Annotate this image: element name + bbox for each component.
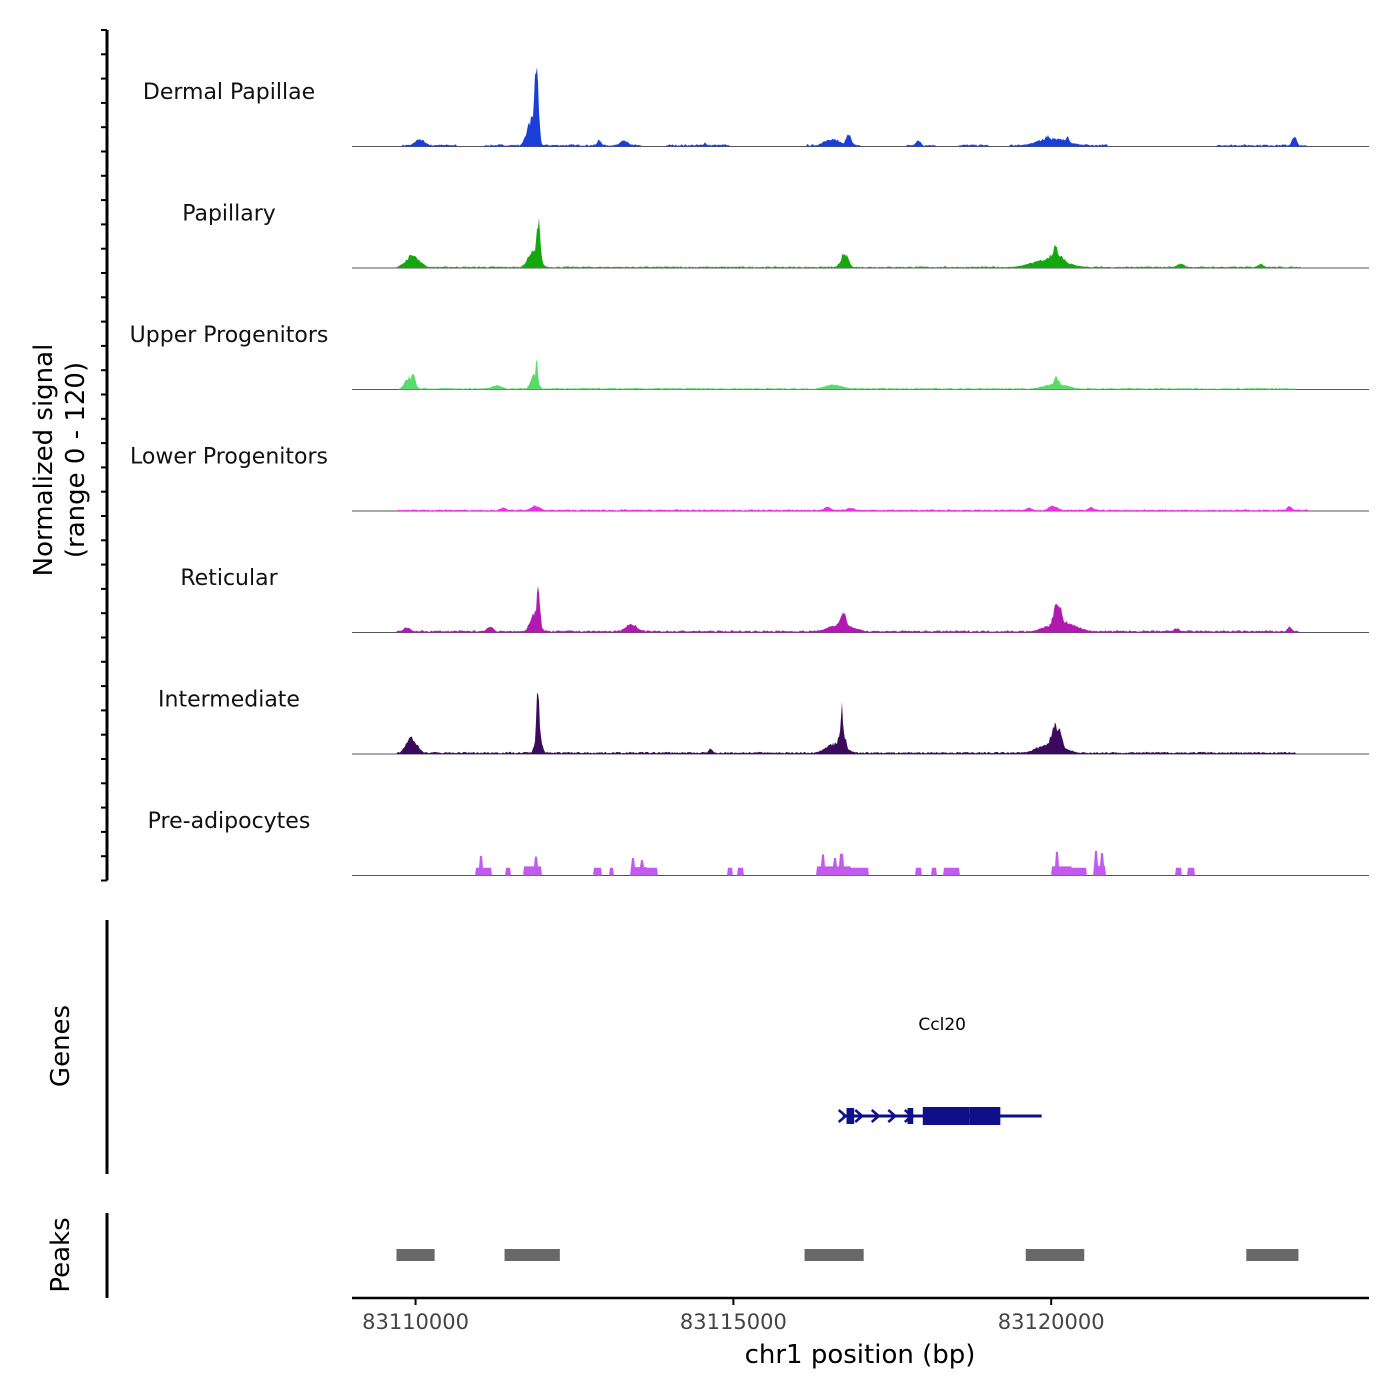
gene-Ccl20: Ccl20 [837, 1015, 1042, 1125]
signal-area [352, 217, 1369, 268]
track-7: Pre-adipocytes [148, 809, 1369, 876]
gene-exon [846, 1108, 855, 1124]
x-tick-label: 83110000 [362, 1310, 469, 1334]
signal-area [352, 67, 1369, 147]
track-label: Upper Progenitors [130, 323, 329, 348]
peaks-panel-label: Peaks [46, 1217, 76, 1292]
x-axis-label: chr1 position (bp) [745, 1340, 976, 1370]
signal-tracks: Dermal Papillae Papillary Upper Progenitor… [130, 67, 1369, 876]
signal-area [352, 851, 1369, 876]
strand-arrow [887, 1109, 898, 1123]
gene-exon [922, 1107, 970, 1125]
track-4: Lower Progenitors [130, 445, 1369, 512]
track-5: Reticular [180, 566, 1369, 633]
strand-arrow [870, 1109, 881, 1123]
peak-region [804, 1249, 864, 1261]
track-label: Pre-adipocytes [148, 809, 311, 834]
y-axis-label-line2: (range 0 - 120) [61, 362, 91, 558]
x-axis-ticks: 83110000 83115000 83120000 [362, 1298, 1105, 1334]
peak-region [1246, 1249, 1299, 1261]
gene-exon [907, 1108, 914, 1124]
track-6: Intermediate [158, 688, 1369, 755]
track-label: Lower Progenitors [130, 445, 328, 470]
strand-arrow [837, 1109, 848, 1123]
x-tick-label: 83120000 [998, 1310, 1105, 1334]
gene-name-label: Ccl20 [918, 1015, 966, 1035]
peak-region [396, 1249, 435, 1261]
signal-area [352, 359, 1369, 390]
strand-arrow [854, 1109, 865, 1123]
y-axis-ticks [101, 29, 109, 882]
track-2: Papillary [182, 202, 1369, 269]
genes-panel-label: Genes [46, 1005, 76, 1087]
track-1: Dermal Papillae [143, 67, 1369, 147]
signal-area [352, 585, 1369, 633]
track-label: Intermediate [158, 688, 300, 713]
signal-area [352, 693, 1369, 754]
peak-regions [396, 1249, 1299, 1261]
peak-region [504, 1249, 560, 1261]
peak-region [1025, 1249, 1085, 1261]
y-axis-label-line1: Normalized signal [29, 344, 59, 577]
track-3: Upper Progenitors [130, 323, 1369, 390]
x-tick-label: 83115000 [680, 1310, 787, 1334]
track-label: Reticular [180, 566, 278, 591]
signal-area [352, 505, 1369, 511]
track-label: Papillary [182, 202, 276, 227]
track-label: Dermal Papillae [143, 80, 315, 105]
gene-models: Ccl20 [837, 1015, 1042, 1125]
gene-exon [969, 1107, 1001, 1125]
